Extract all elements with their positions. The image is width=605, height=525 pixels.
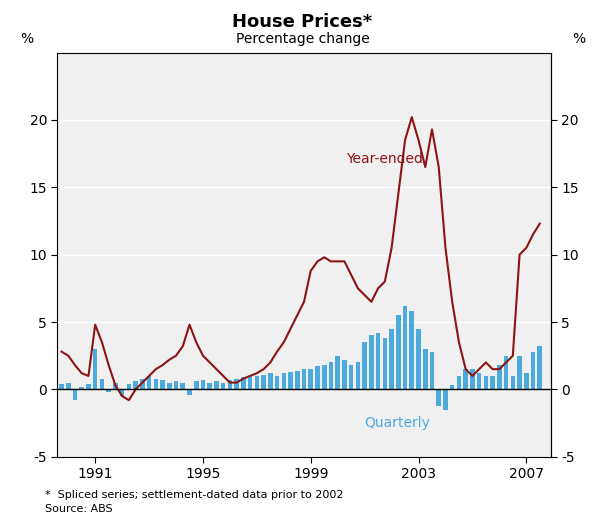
Bar [295, 371, 299, 390]
Bar [531, 352, 535, 390]
Text: Quarterly: Quarterly [365, 416, 431, 430]
Bar [470, 369, 475, 390]
Bar [288, 372, 293, 390]
Bar [490, 376, 495, 390]
Bar [362, 342, 367, 390]
Bar [450, 385, 454, 390]
Bar [275, 376, 280, 390]
Bar [100, 379, 104, 390]
Bar [86, 384, 91, 390]
Text: %: % [21, 33, 34, 46]
Bar [511, 376, 515, 390]
Bar [423, 349, 428, 390]
Bar [504, 356, 508, 390]
Text: Year-ended: Year-ended [346, 152, 423, 166]
Bar [376, 333, 381, 390]
Bar [436, 390, 441, 405]
Bar [309, 369, 313, 390]
Bar [382, 338, 387, 390]
Bar [234, 379, 239, 390]
Bar [255, 376, 259, 390]
Bar [241, 377, 246, 390]
Text: *  Spliced series; settlement-dated data prior to 2002: * Spliced series; settlement-dated data … [45, 490, 344, 500]
Bar [120, 390, 125, 396]
Bar [268, 373, 273, 390]
Bar [342, 360, 347, 390]
Bar [537, 346, 542, 390]
Bar [369, 335, 374, 390]
Bar [214, 381, 219, 390]
Bar [457, 376, 461, 390]
Bar [315, 366, 320, 390]
Text: House Prices*: House Prices* [232, 13, 373, 31]
Bar [517, 356, 522, 390]
Bar [463, 369, 468, 390]
Bar [140, 379, 145, 390]
Bar [113, 383, 118, 390]
Bar [497, 365, 502, 390]
Bar [329, 362, 333, 390]
Bar [59, 384, 64, 390]
Bar [524, 373, 529, 390]
Bar [430, 352, 434, 390]
Bar [174, 381, 178, 390]
Bar [79, 387, 84, 390]
Bar [66, 383, 71, 390]
Bar [416, 329, 421, 390]
Bar [201, 380, 205, 390]
Bar [73, 390, 77, 400]
Bar [335, 356, 340, 390]
Bar [194, 381, 198, 390]
Bar [389, 329, 394, 390]
Bar [126, 384, 131, 390]
Bar [248, 376, 252, 390]
Bar [208, 383, 212, 390]
Bar [410, 311, 414, 390]
Bar [106, 390, 111, 392]
Bar [356, 362, 360, 390]
Bar [167, 383, 172, 390]
Bar [147, 376, 151, 390]
Bar [227, 380, 232, 390]
Bar [483, 376, 488, 390]
Bar [154, 379, 158, 390]
Bar [93, 349, 97, 390]
Bar [187, 390, 192, 395]
Bar [180, 383, 185, 390]
Text: %: % [573, 33, 586, 46]
Bar [403, 306, 407, 390]
Bar [281, 373, 286, 390]
Bar [133, 381, 138, 390]
Bar [349, 365, 353, 390]
Bar [261, 374, 266, 390]
Bar [322, 365, 327, 390]
Bar [443, 390, 448, 410]
Bar [396, 315, 401, 390]
Text: Source: ABS: Source: ABS [45, 505, 113, 514]
Bar [477, 373, 482, 390]
Text: Percentage change: Percentage change [235, 32, 370, 46]
Bar [302, 369, 306, 390]
Bar [221, 383, 226, 390]
Bar [160, 380, 165, 390]
